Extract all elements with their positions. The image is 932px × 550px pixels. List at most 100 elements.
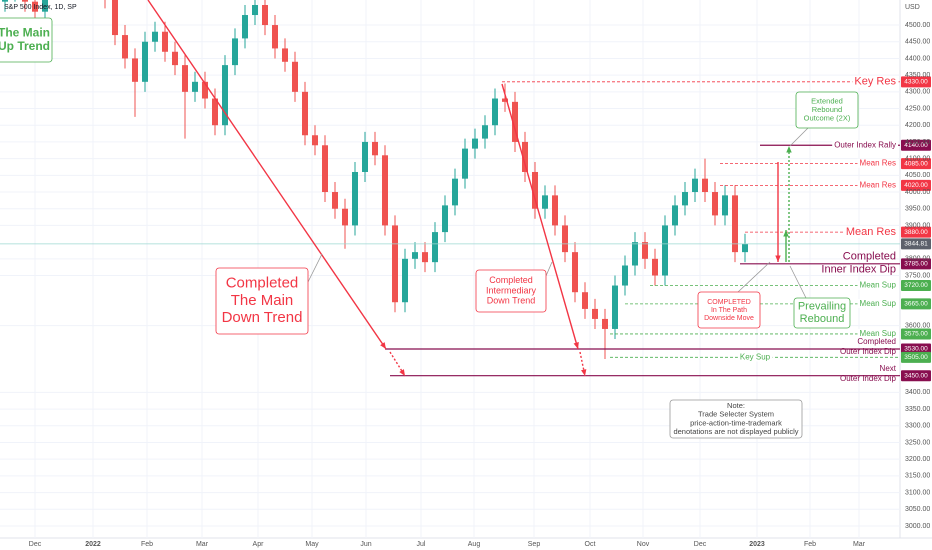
candle-body: [692, 178, 698, 193]
x-tick-label: Mar: [196, 541, 209, 548]
grid: [0, 0, 900, 538]
candle-body: [342, 208, 348, 226]
candle-body: [502, 98, 508, 102]
x-tick-label: Apr: [253, 541, 265, 548]
candle-body: [662, 225, 668, 276]
y-tick-label: 4250.00: [905, 105, 930, 112]
candle-body: [712, 192, 718, 216]
callout-text: The Main: [231, 292, 294, 309]
x-tick-label: 2023: [749, 541, 765, 548]
price-tag: [901, 238, 931, 250]
candle-body: [362, 141, 368, 172]
level-label: Outer Index Dip: [840, 347, 897, 356]
candle-body: [532, 171, 538, 209]
x-tick-label: May: [305, 541, 319, 548]
candle-body: [242, 15, 248, 39]
candle-body: [252, 5, 258, 16]
candle-body: [162, 31, 168, 52]
candle-body: [382, 155, 388, 226]
level-label-bg: [857, 299, 899, 309]
y-tick-label: 4400.00: [905, 55, 930, 62]
level-label: Outer Index Dip: [840, 374, 897, 383]
candle-body: [262, 5, 268, 26]
callout-text: Note:: [727, 401, 745, 410]
candle-body: [602, 318, 608, 329]
x-tick-label: Jun: [360, 541, 371, 548]
price-tag-label: 3450.00: [904, 372, 928, 379]
callout-text: In The Path: [711, 307, 747, 314]
level-label: Mean Res: [860, 159, 896, 168]
callout-pointer: [789, 265, 807, 299]
level-label-bg: [832, 140, 898, 150]
y-tick-label: 3950.00: [905, 206, 930, 213]
y-tick-label: 3300.00: [905, 423, 930, 430]
candle-body: [172, 51, 178, 66]
y-tick-label: 3900.00: [905, 222, 930, 229]
candle-body: [492, 98, 498, 126]
price-tag-label: 3880.00: [904, 229, 928, 236]
x-tick-label: Nov: [637, 541, 650, 548]
candle-body: [702, 178, 708, 193]
x-tick-label: Dec: [29, 541, 42, 548]
level-label-bg: [843, 226, 899, 239]
candle-body: [582, 292, 588, 309]
trend-arrow: [147, 0, 387, 350]
price-tag-label: 3785.00: [904, 261, 928, 268]
price-tag-label: 3720.00: [904, 282, 928, 289]
candle-body: [282, 48, 288, 62]
y-tick-label: 3400.00: [905, 389, 930, 396]
price-tag: [901, 258, 931, 270]
callout-text: Intermediary: [486, 285, 537, 295]
candle-body: [112, 0, 118, 36]
level-label: Mean Sup: [860, 281, 897, 290]
candle-body: [632, 242, 638, 266]
candle-body: [682, 192, 688, 206]
x-tick-label: Aug: [468, 541, 481, 548]
candle-body: [222, 65, 228, 126]
candle-body: [272, 25, 278, 49]
level-label-bg: [857, 329, 899, 339]
callout-text: Down Trend: [222, 309, 303, 326]
price-tag-label: 4020.00: [904, 182, 928, 189]
callout-pointer: [789, 127, 809, 147]
x-tick-label: Oct: [585, 541, 596, 548]
candle-body: [232, 38, 238, 66]
candle-body: [392, 225, 398, 303]
candle-body: [472, 138, 478, 149]
y-tick-label: 4450.00: [905, 39, 930, 46]
level-label: Outer Index Rally: [834, 140, 896, 149]
level-label: Inner Index Dip: [821, 264, 896, 276]
candle-body: [672, 205, 678, 226]
chart-title: S&P 500 Index, 1D, SP: [4, 4, 77, 11]
candle-body: [192, 81, 198, 92]
callout-text: Rebound: [812, 105, 842, 114]
y-tick-label: 3750.00: [905, 272, 930, 279]
candle-body: [432, 232, 438, 263]
candle-body: [742, 243, 748, 253]
y-tick-label: 3050.00: [905, 506, 930, 513]
candle-body: [182, 65, 188, 92]
x-tick-label: Feb: [804, 541, 816, 548]
callout-text: Prevailing: [798, 301, 846, 313]
y-tick-label: 4000.00: [905, 189, 930, 196]
callout-text: Outcome (2X): [804, 114, 851, 123]
level-label-bg: [857, 180, 898, 190]
callout-text: Down Trend: [487, 296, 536, 306]
level-label: Next: [880, 364, 897, 373]
price-tag-label: 3575.00: [904, 331, 928, 338]
level-label: Completed: [843, 251, 896, 263]
candle-body: [132, 58, 138, 82]
callout-pointer: [545, 261, 553, 277]
currency: USD: [905, 4, 920, 11]
level-label-bg: [737, 352, 773, 362]
price-tag: [901, 139, 931, 151]
price-tag-label: 4330.00: [904, 79, 928, 86]
x-tick-label: Jul: [417, 541, 426, 548]
price-tag: [901, 370, 931, 382]
candle-body: [372, 141, 378, 156]
candle-body: [562, 225, 568, 253]
x-tick-label: 2022: [85, 541, 101, 548]
candle-body: [32, 1, 38, 12]
callout-text: Completed: [226, 275, 299, 292]
x-tick-label: Sep: [528, 541, 541, 548]
